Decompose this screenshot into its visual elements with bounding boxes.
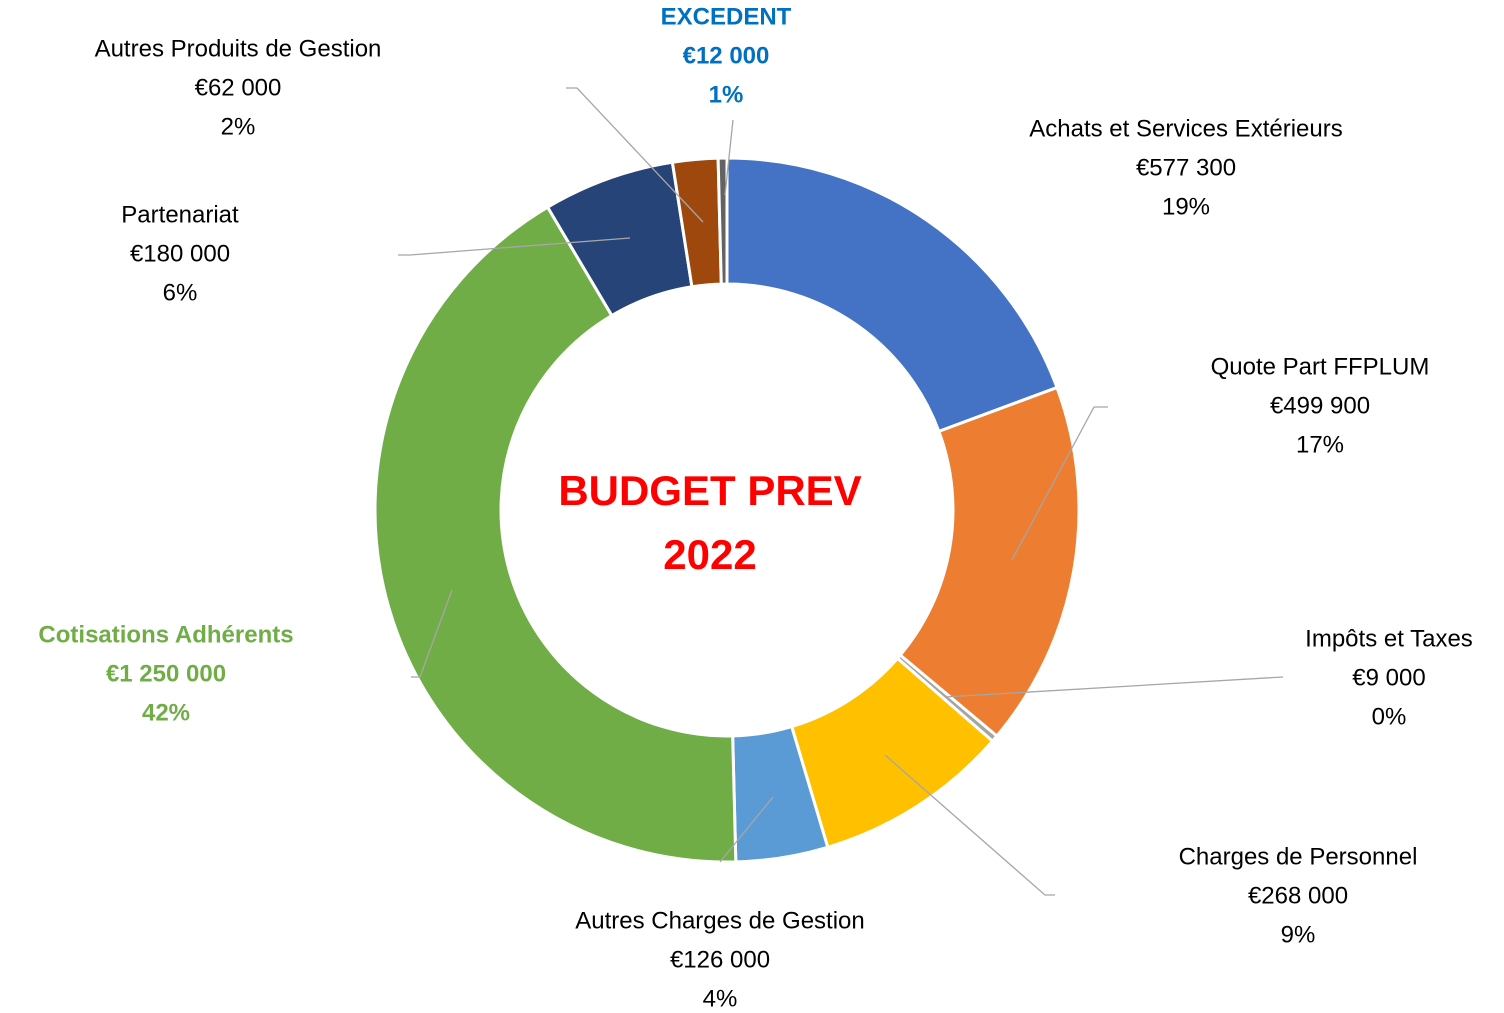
value-label: €12 000 [683,42,770,69]
percent-label: 9% [1281,921,1316,948]
chart-title: 2022 [663,531,756,578]
value-label: €9 000 [1352,664,1425,691]
value-label: €1 250 000 [106,660,226,687]
leader-line [944,676,1284,698]
percent-label: 17% [1296,431,1344,458]
percent-label: 0% [1372,703,1407,730]
value-label: €62 000 [195,74,282,101]
category-label: Quote Part FFPLUM [1211,353,1430,380]
value-label: €180 000 [130,240,230,267]
value-label: €499 900 [1270,392,1370,419]
category-label: EXCEDENT [661,3,792,30]
donut-segment [725,156,1059,434]
percent-label: 6% [163,279,198,306]
percent-label: 2% [221,113,256,140]
category-label: Cotisations Adhérents [38,621,293,648]
category-label: Impôts et Taxes [1305,625,1473,652]
value-label: €126 000 [670,946,770,973]
donut-segment [716,156,729,286]
category-label: Autres Charges de Gestion [575,907,865,934]
category-label: Partenariat [121,201,239,228]
leader-line [566,87,704,223]
percent-label: 4% [703,985,738,1012]
value-label: €577 300 [1136,154,1236,181]
leader-line [398,237,631,256]
donut-segment [373,205,738,864]
percent-label: 19% [1162,193,1210,220]
chart-title: BUDGET PREV [558,467,861,514]
leader-line [1011,406,1108,561]
value-label: €268 000 [1248,882,1348,909]
leader-line [719,796,774,863]
leader-line [411,589,453,678]
percent-label: 1% [709,81,744,108]
category-label: Autres Produits de Gestion [95,35,382,62]
donut-segment [898,385,1081,739]
leader-line [724,119,734,196]
category-label: Achats et Services Extérieurs [1029,115,1342,142]
category-label: Charges de Personnel [1179,843,1418,870]
percent-label: 42% [142,699,190,726]
leader-line [884,754,1055,896]
